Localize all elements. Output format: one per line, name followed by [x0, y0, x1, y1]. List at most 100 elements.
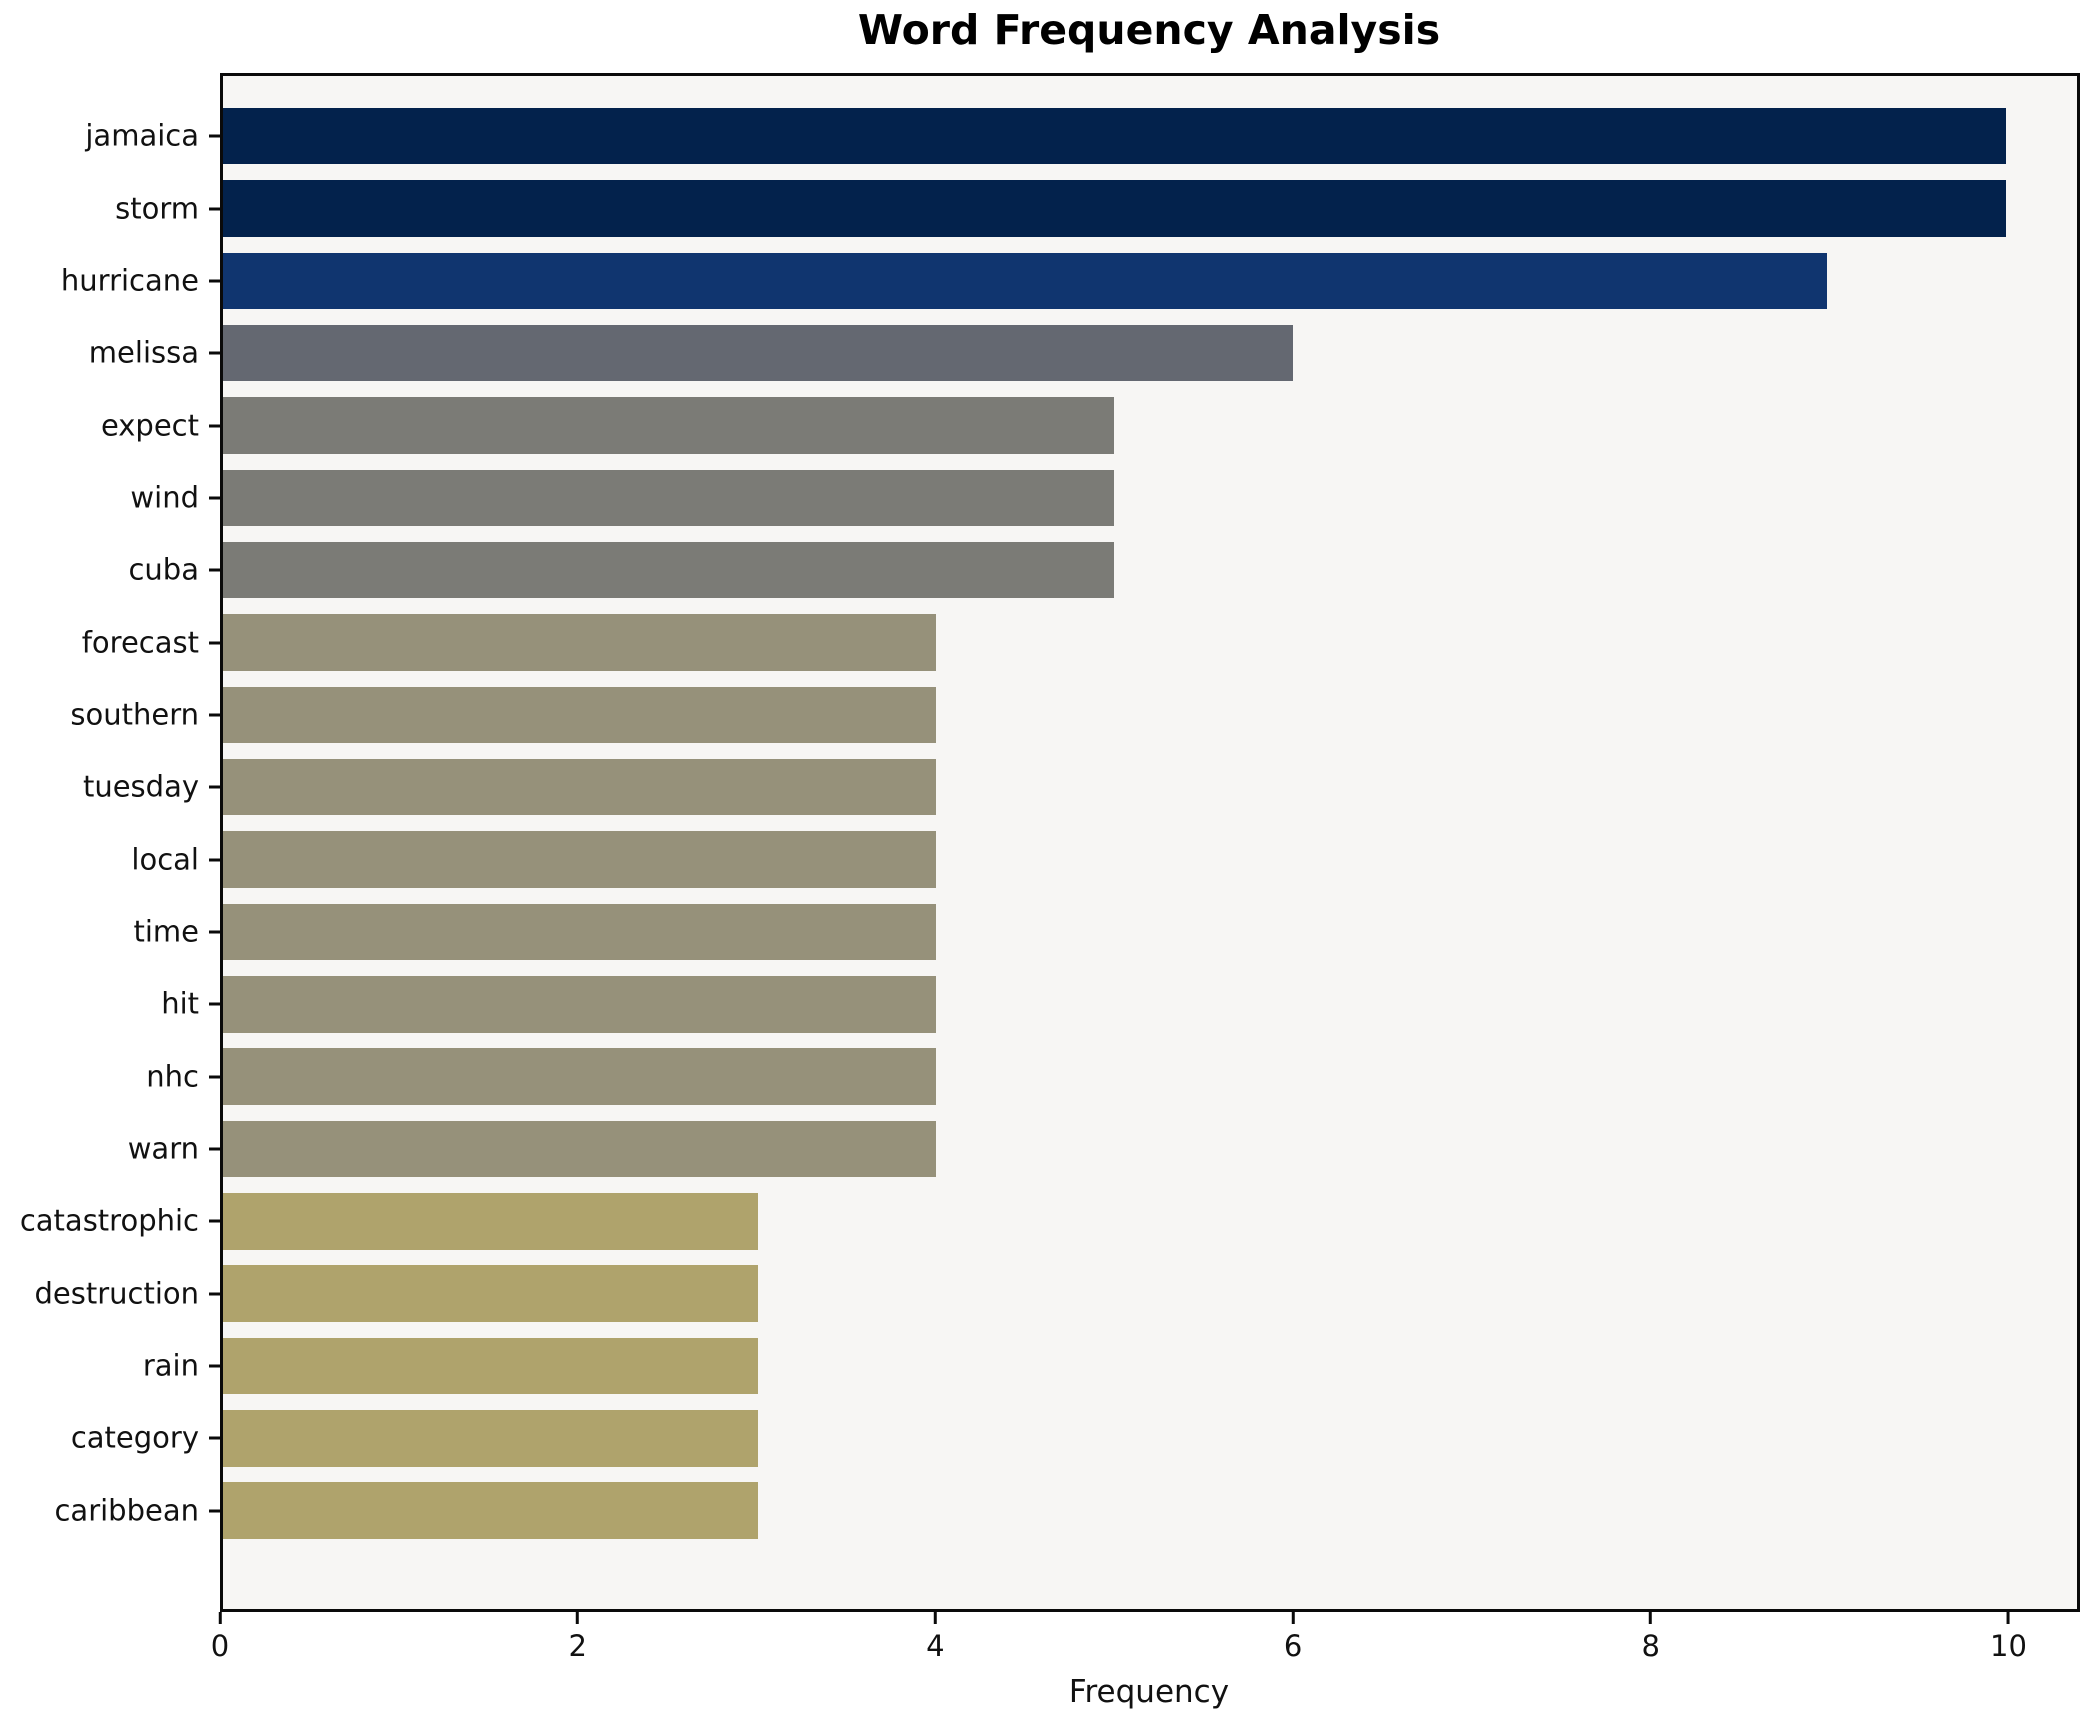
y-axis-tick-label: caribbean — [54, 1493, 199, 1528]
y-axis-tick-label: nhc — [146, 1059, 199, 1094]
y-axis-tick-mark — [209, 930, 220, 934]
y-axis-tick-label: melissa — [88, 335, 199, 370]
x-axis-tick-label: 0 — [210, 1629, 230, 1663]
y-axis-tick-mark — [209, 1436, 220, 1440]
y-axis-tick-label: hit — [161, 986, 199, 1021]
y-axis-tick-mark — [209, 1509, 220, 1513]
bar-hurricane — [223, 252, 1828, 310]
bar-nhc — [223, 1048, 937, 1105]
y-axis-tick-label: expect — [100, 408, 199, 443]
y-axis-tick-mark — [209, 641, 220, 645]
y-axis-tick-mark — [209, 424, 220, 428]
bar-tuesday — [223, 759, 937, 816]
bar-local — [223, 831, 937, 888]
x-axis-tick-label: 8 — [1641, 1629, 1660, 1663]
y-axis-tick-mark — [209, 279, 220, 283]
y-axis-tick-label: cuba — [128, 552, 199, 587]
y-axis-tick-label: tuesday — [82, 769, 199, 804]
bar-row: hit — [161, 968, 2077, 1040]
y-axis-tick-label: hurricane — [60, 263, 199, 298]
y-axis-tick-mark — [209, 713, 220, 717]
bar-forecast — [223, 614, 937, 671]
bar-storm — [223, 180, 2006, 237]
y-axis-tick-label: category — [70, 1420, 199, 1455]
bar-row: nhc — [146, 1040, 2077, 1112]
y-axis-tick-label: southern — [70, 697, 199, 732]
x-axis-tick-label: 10 — [1990, 1629, 2027, 1663]
bar-hit — [223, 976, 937, 1033]
x-axis-tick: 10 — [1990, 1612, 2027, 1661]
bar-row: hurricane — [61, 245, 2077, 317]
bar-row: cuba — [128, 534, 2077, 606]
bar-row: destruction — [34, 1258, 2077, 1330]
x-axis-tick: 2 — [568, 1612, 587, 1663]
bar-row: local — [131, 823, 2077, 895]
bar-row: forecast — [82, 606, 2077, 678]
bar-melissa — [223, 324, 1293, 382]
x-axis-tick-mark — [2006, 1612, 2010, 1624]
bar-caribbean — [223, 1482, 758, 1539]
bar-cuba — [223, 542, 1115, 599]
y-axis-tick-mark — [209, 1219, 220, 1223]
x-axis-tick-mark — [933, 1612, 937, 1624]
x-axis-title: Frequency — [1068, 1674, 1230, 1710]
bar-catastrophic — [223, 1193, 758, 1250]
x-axis-tick-mark — [218, 1612, 222, 1624]
bar-row: storm — [115, 172, 2077, 244]
x-axis-tick: 0 — [211, 1612, 229, 1661]
x-axis-tick: 8 — [1642, 1612, 1660, 1661]
y-axis-tick-mark — [209, 351, 220, 355]
y-axis-tick-label: storm — [115, 191, 199, 226]
x-axis-tick: 6 — [1284, 1612, 1302, 1661]
y-axis-tick-label: destruction — [34, 1276, 199, 1311]
y-axis-tick-label: local — [131, 842, 199, 877]
x-axis-tick-mark — [1649, 1612, 1653, 1624]
bar-row: time — [133, 896, 2077, 968]
bar-row: warn — [128, 1113, 2077, 1185]
bar-expect — [223, 397, 1115, 454]
bar-southern — [223, 686, 937, 744]
bar-destruction — [223, 1265, 758, 1322]
x-axis-ticks: 0 2 4 6 8 10 — [211, 1612, 2080, 1672]
x-axis-tick-mark — [1291, 1612, 1295, 1624]
bar-row: category — [71, 1402, 2077, 1474]
y-axis-tick-label: wind — [130, 480, 199, 515]
y-axis-tick-mark — [209, 1002, 220, 1006]
y-axis-tick-label: time — [133, 914, 199, 949]
y-axis-tick-label: forecast — [81, 625, 199, 660]
y-axis-tick-mark — [209, 1292, 220, 1296]
bar-row: southern — [70, 679, 2077, 751]
bar-category — [223, 1410, 758, 1467]
bar-row: wind — [130, 462, 2077, 534]
y-axis-tick-label: warn — [127, 1131, 199, 1166]
x-axis-tick-label: 4 — [926, 1629, 945, 1663]
bar-row: catastrophic — [20, 1185, 2077, 1257]
bar-row: tuesday — [83, 751, 2077, 823]
chart-title: Word Frequency Analysis — [857, 6, 1441, 54]
y-axis-tick-mark — [209, 134, 220, 138]
y-axis-tick-mark — [209, 496, 220, 500]
bar-jamaica — [223, 107, 2006, 165]
x-axis-tick-mark — [576, 1612, 580, 1624]
y-axis-tick-label: rain — [142, 1348, 199, 1383]
bar-warn — [223, 1120, 937, 1178]
bar-row: jamaica — [85, 100, 2077, 172]
x-axis-tick-label: 2 — [568, 1629, 587, 1663]
y-axis-tick-mark — [209, 1075, 220, 1079]
bar-row: melissa — [89, 317, 2077, 389]
y-axis-tick-mark — [209, 568, 220, 572]
x-axis-tick: 4 — [926, 1612, 945, 1663]
plot-area: jamaica storm hurricane melissa expect wind cu… — [20, 73, 2080, 1612]
bar-row: caribbean — [54, 1475, 2077, 1547]
bar-rain — [223, 1337, 758, 1395]
bar-row: rain — [143, 1330, 2077, 1402]
y-axis-tick-mark — [209, 785, 220, 789]
bar-time — [223, 903, 937, 961]
y-axis-tick-label: catastrophic — [19, 1203, 199, 1238]
bar-row: expect — [101, 389, 2077, 461]
y-axis-tick-label: jamaica — [85, 118, 199, 153]
bars-container: jamaica storm hurricane melissa expect wind cu… — [20, 76, 2077, 1609]
y-axis-tick-mark — [209, 207, 220, 211]
y-axis-tick-mark — [209, 1147, 220, 1151]
